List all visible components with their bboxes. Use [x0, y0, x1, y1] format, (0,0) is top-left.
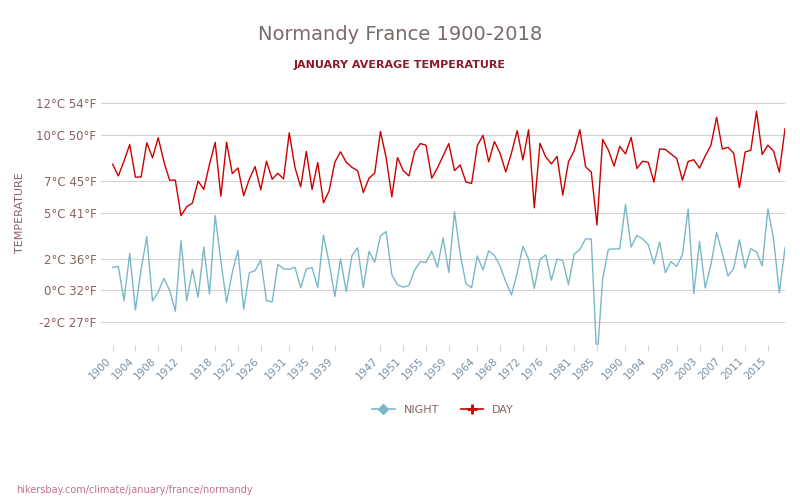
Y-axis label: TEMPERATURE: TEMPERATURE	[15, 172, 25, 253]
Text: hikersbay.com/climate/january/france/normandy: hikersbay.com/climate/january/france/nor…	[16, 485, 253, 495]
Text: Normandy France 1900-2018: Normandy France 1900-2018	[258, 25, 542, 44]
Text: JANUARY AVERAGE TEMPERATURE: JANUARY AVERAGE TEMPERATURE	[294, 60, 506, 70]
Legend: NIGHT, DAY: NIGHT, DAY	[368, 400, 518, 419]
